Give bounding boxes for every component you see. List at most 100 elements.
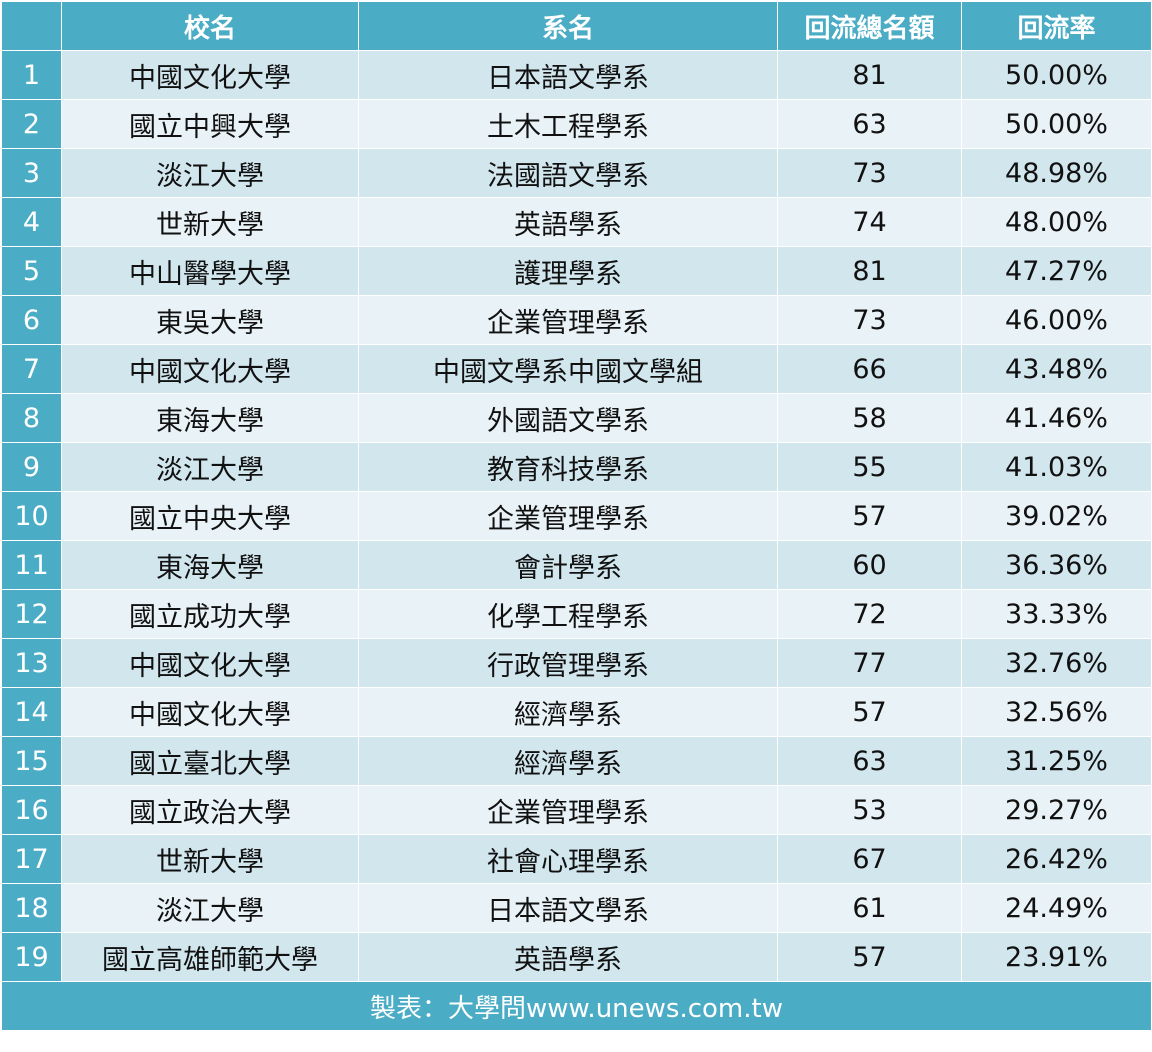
cell-rate: 47.27%	[961, 246, 1152, 296]
table-body: 1 中國文化大學 日本語文學系 81 50.00% 2 國立中興大學 土木工程學系 63 50.0…	[1, 50, 1152, 982]
cell-school: 國立成功大學	[61, 589, 359, 639]
cell-rate: 29.27%	[961, 785, 1152, 835]
cell-rate: 32.76%	[961, 638, 1152, 688]
table-row: 12 國立成功大學 化學工程學系 72 33.33%	[1, 589, 1152, 639]
cell-index: 2	[1, 99, 62, 149]
cell-department: 土木工程學系	[358, 99, 778, 149]
cell-total: 81	[777, 50, 962, 100]
cell-rate: 41.03%	[961, 442, 1152, 492]
cell-department: 企業管理學系	[358, 295, 778, 345]
cell-total: 53	[777, 785, 962, 835]
cell-rate: 24.49%	[961, 883, 1152, 933]
cell-rate: 26.42%	[961, 834, 1152, 884]
table-row: 5 中山醫學大學 護理學系 81 47.27%	[1, 246, 1152, 296]
cell-index: 7	[1, 344, 62, 394]
cell-department: 英語學系	[358, 197, 778, 247]
header-department: 系名	[358, 1, 778, 51]
cell-department: 日本語文學系	[358, 883, 778, 933]
cell-department: 企業管理學系	[358, 785, 778, 835]
cell-department: 行政管理學系	[358, 638, 778, 688]
cell-department: 法國語文學系	[358, 148, 778, 198]
table-row: 6 東吳大學 企業管理學系 73 46.00%	[1, 295, 1152, 345]
cell-rate: 36.36%	[961, 540, 1152, 590]
cell-rate: 32.56%	[961, 687, 1152, 737]
cell-school: 國立政治大學	[61, 785, 359, 835]
table-row: 11 東海大學 會計學系 60 36.36%	[1, 540, 1152, 590]
table-row: 19 國立高雄師範大學 英語學系 57 23.91%	[1, 932, 1152, 982]
cell-index: 15	[1, 736, 62, 786]
cell-rate: 41.46%	[961, 393, 1152, 443]
cell-index: 18	[1, 883, 62, 933]
cell-total: 77	[777, 638, 962, 688]
cell-total: 73	[777, 148, 962, 198]
cell-department: 會計學系	[358, 540, 778, 590]
cell-rate: 33.33%	[961, 589, 1152, 639]
cell-department: 護理學系	[358, 246, 778, 296]
cell-school: 中山醫學大學	[61, 246, 359, 296]
cell-school: 淡江大學	[61, 442, 359, 492]
cell-total: 67	[777, 834, 962, 884]
header-rate: 回流率	[961, 1, 1152, 51]
cell-total: 57	[777, 491, 962, 541]
cell-total: 72	[777, 589, 962, 639]
table-row: 13 中國文化大學 行政管理學系 77 32.76%	[1, 638, 1152, 688]
cell-rate: 50.00%	[961, 99, 1152, 149]
cell-department: 日本語文學系	[358, 50, 778, 100]
cell-index: 14	[1, 687, 62, 737]
cell-total: 55	[777, 442, 962, 492]
table-row: 16 國立政治大學 企業管理學系 53 29.27%	[1, 785, 1152, 835]
table-row: 3 淡江大學 法國語文學系 73 48.98%	[1, 148, 1152, 198]
cell-department: 經濟學系	[358, 687, 778, 737]
table-row: 2 國立中興大學 土木工程學系 63 50.00%	[1, 99, 1152, 149]
table-row: 10 國立中央大學 企業管理學系 57 39.02%	[1, 491, 1152, 541]
cell-department: 化學工程學系	[358, 589, 778, 639]
cell-total: 57	[777, 687, 962, 737]
header-index	[1, 1, 62, 51]
header-school: 校名	[61, 1, 359, 51]
cell-total: 58	[777, 393, 962, 443]
table-row: 8 東海大學 外國語文學系 58 41.46%	[1, 393, 1152, 443]
cell-rate: 23.91%	[961, 932, 1152, 982]
table-row: 15 國立臺北大學 經濟學系 63 31.25%	[1, 736, 1152, 786]
cell-index: 16	[1, 785, 62, 835]
cell-rate: 31.25%	[961, 736, 1152, 786]
cell-school: 東吳大學	[61, 295, 359, 345]
cell-school: 淡江大學	[61, 883, 359, 933]
cell-total: 60	[777, 540, 962, 590]
table-row: 14 中國文化大學 經濟學系 57 32.56%	[1, 687, 1152, 737]
cell-school: 國立中興大學	[61, 99, 359, 149]
cell-rate: 48.98%	[961, 148, 1152, 198]
table-row: 1 中國文化大學 日本語文學系 81 50.00%	[1, 50, 1152, 100]
cell-rate: 48.00%	[961, 197, 1152, 247]
cell-school: 世新大學	[61, 197, 359, 247]
footer-credit: 製表：大學問www.unews.com.tw	[1, 981, 1152, 1031]
table-footer-row: 製表：大學問www.unews.com.tw	[1, 981, 1152, 1031]
table-header-row: 校名 系名 回流總名額 回流率	[1, 1, 1152, 51]
cell-index: 17	[1, 834, 62, 884]
cell-department: 企業管理學系	[358, 491, 778, 541]
cell-school: 國立高雄師範大學	[61, 932, 359, 982]
table-row: 18 淡江大學 日本語文學系 61 24.49%	[1, 883, 1152, 933]
cell-index: 10	[1, 491, 62, 541]
cell-school: 中國文化大學	[61, 344, 359, 394]
cell-total: 81	[777, 246, 962, 296]
cell-index: 11	[1, 540, 62, 590]
cell-school: 中國文化大學	[61, 50, 359, 100]
cell-department: 外國語文學系	[358, 393, 778, 443]
cell-department: 經濟學系	[358, 736, 778, 786]
ranking-table: 校名 系名 回流總名額 回流率 1 中國文化大學 日本語文學系 81 50.00% 2 國立…	[1, 1, 1152, 1031]
cell-index: 6	[1, 295, 62, 345]
table-row: 9 淡江大學 教育科技學系 55 41.03%	[1, 442, 1152, 492]
table-row: 4 世新大學 英語學系 74 48.00%	[1, 197, 1152, 247]
cell-total: 57	[777, 932, 962, 982]
header-total: 回流總名額	[777, 1, 962, 51]
cell-department: 中國文學系中國文學組	[358, 344, 778, 394]
cell-index: 12	[1, 589, 62, 639]
cell-index: 9	[1, 442, 62, 492]
cell-total: 66	[777, 344, 962, 394]
cell-school: 淡江大學	[61, 148, 359, 198]
cell-school: 中國文化大學	[61, 687, 359, 737]
cell-index: 4	[1, 197, 62, 247]
cell-index: 13	[1, 638, 62, 688]
